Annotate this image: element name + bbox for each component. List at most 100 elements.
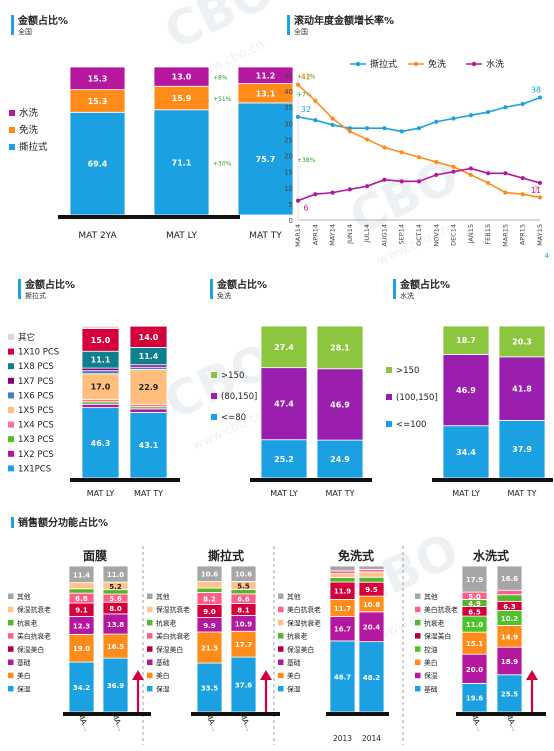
legend-swatch [8,377,14,384]
bar-value-label: 9.5 [365,586,378,594]
legend-label: 保湿 [156,684,170,693]
series-point [330,122,335,128]
bar-segment [461,565,488,593]
y-tick-label: 10 [284,185,293,193]
bar-segment [81,407,120,479]
bar-value-label: 20.4 [363,624,380,632]
title-accent-bar [210,279,213,299]
x-tick-label: MAY15 [536,224,544,246]
series-point [330,116,335,121]
legend-label: 控油 [424,645,438,654]
legend-label: 美白抗衰老 [424,605,458,614]
bar-value-label: 15.0 [91,336,111,345]
bar-value-label: 19.6 [466,695,483,703]
series-point [537,195,543,200]
legend-swatch [415,659,421,665]
bar-value-label: 15.3 [88,97,108,106]
legend-swatch [278,606,284,613]
bar-segment [196,565,223,582]
trend-arrow-head [526,670,538,680]
bar-segment [81,403,120,409]
bar-value-label: 10.9 [235,620,252,628]
bar-value-label: 27.4 [274,343,294,352]
series-point [503,105,508,110]
bar-segment [358,571,385,578]
bar-segment [69,66,126,91]
legend-label: 免洗 [19,124,39,136]
series-point [537,95,543,100]
legend-label: 撕拉式 [19,141,48,153]
legend-label: 保湿抗衰老 [156,605,190,614]
legend-swatch [278,633,284,639]
bar-value-label: 8.0 [109,605,122,613]
bar-value-label: 11.9 [334,588,351,596]
legend-swatch [415,672,421,679]
bar-value-label: 9.9 [203,622,216,630]
chart-title: 滚动年度金额增长率% [294,14,394,27]
y-tick-label: 45 [284,72,293,80]
legend-label: (80,150] [221,392,257,402]
legend-marker [355,61,361,67]
bar-segment [358,576,385,583]
bar-segment [68,582,95,590]
bar-value-label: 6.8 [75,595,88,603]
bar-value-label: 20.3 [512,337,532,346]
legend-label: 基础 [287,658,301,667]
legend-label: 美白抗衰老 [287,605,321,614]
series-point [365,184,370,189]
legend-swatch [386,421,392,427]
series-point [451,116,456,121]
legend-label: 其他 [17,592,31,601]
bar-segment [358,565,385,570]
title-accent-bar [18,279,21,299]
legend-label: 保湿美白 [17,645,44,654]
bar-value-label: 11.7 [334,605,351,613]
bar-segment [498,356,546,421]
legend-label: 抗衰老 [424,618,445,627]
chart-subtitle: 免洗 [217,291,231,300]
x-tick-label: JAN15 [467,224,475,244]
bar-segment [260,367,308,441]
group-title: 免洗式 [338,548,374,563]
legend-swatch [415,646,421,652]
bar-value-label: 6.6 [237,596,250,604]
bar-segment [498,325,546,358]
series-point [520,176,525,181]
x-tick-label: DEC14 [450,224,458,246]
bar-value-label: 18.7 [456,336,476,345]
bar-segment [461,682,488,713]
series-point [382,126,387,131]
growth-label: +11% [297,73,316,80]
bar-value-label: 12.3 [73,622,90,630]
category-label: MAT LY [270,489,298,498]
series-point [365,137,370,142]
bar-segment [496,565,523,591]
bar-segment [358,611,385,643]
bar-segment [260,325,308,369]
chart-subtitle: 撕拉式 [25,291,46,300]
bar-value-label: 37.9 [512,445,532,454]
bar-value-label: 18.9 [501,658,518,666]
bar-value-label: 71.1 [172,158,192,167]
category-label: MAT LY [452,489,480,498]
title-accent-bar [11,517,14,528]
bar-value-label: 75.7 [256,155,276,164]
x-tick-label: NOV14 [432,224,440,247]
legend-swatch [211,393,217,399]
legend-label: 保湿 [424,671,438,680]
bar-segment [496,674,523,713]
series-point [503,171,508,176]
series-point [486,109,491,115]
legend-swatch [415,593,421,599]
legend-swatch [386,367,392,373]
bar-value-label: 13.0 [172,73,192,82]
x-tick-label: FEB15 [484,224,492,245]
legend-swatch [8,436,14,443]
x-tick-label: JUL14 [363,224,371,244]
series-point [468,166,473,171]
series-point [313,118,318,123]
bar-value-label: 48.7 [334,673,351,681]
title-accent-bar [287,15,290,35]
bar-segment [496,594,523,602]
